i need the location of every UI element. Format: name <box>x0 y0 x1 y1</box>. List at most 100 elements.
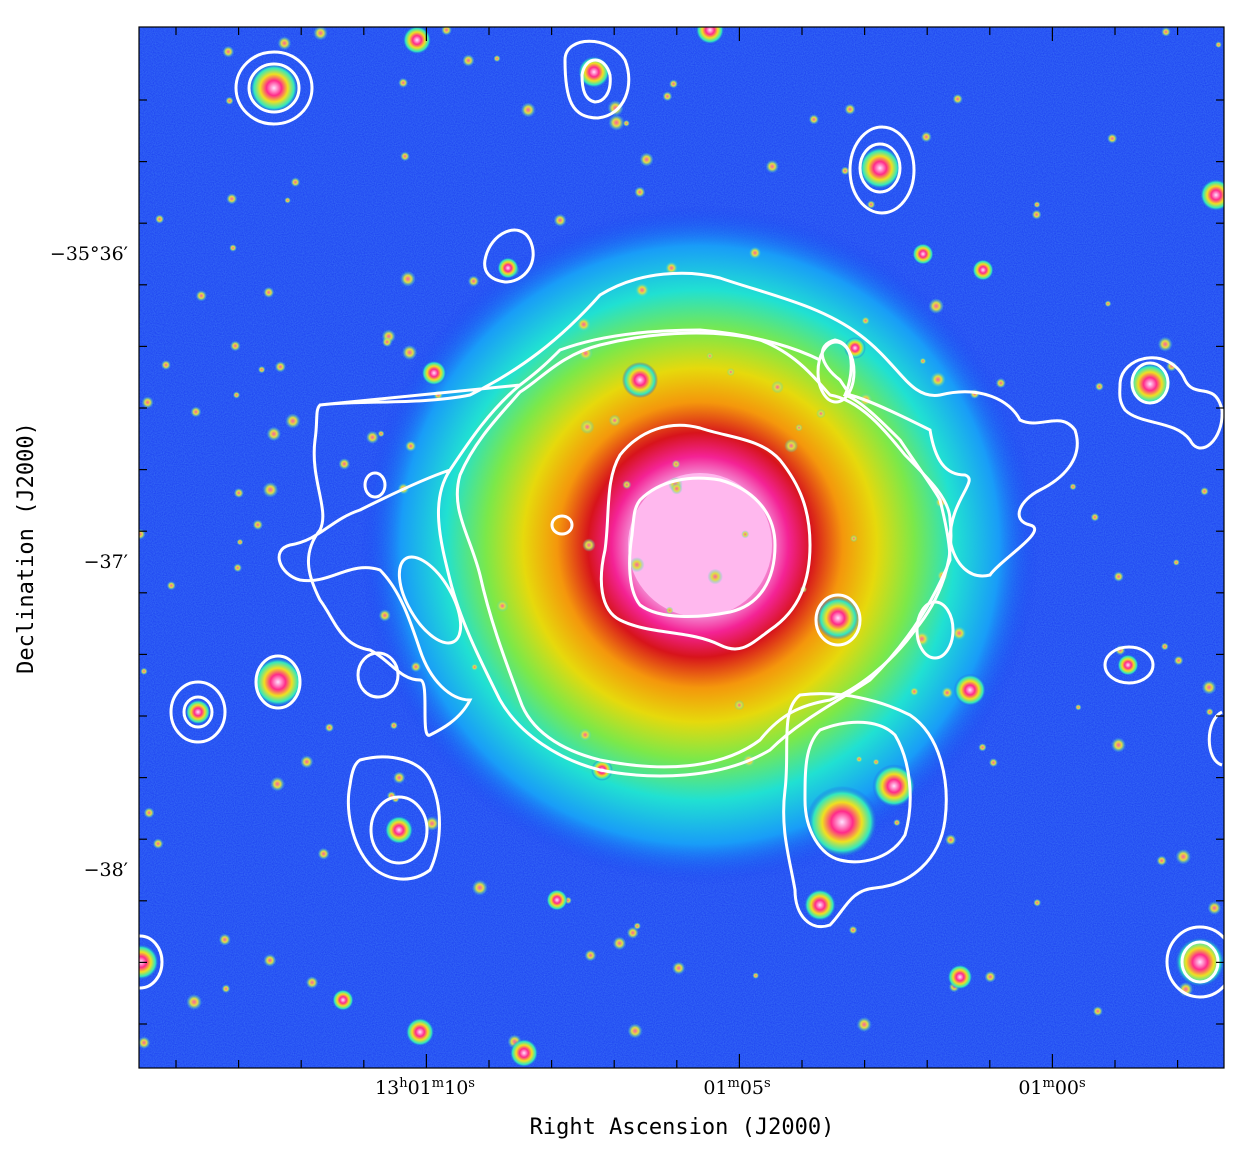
star-bright <box>972 259 994 281</box>
star-small <box>553 213 567 227</box>
star-small <box>313 27 328 41</box>
star-bright <box>1128 362 1172 406</box>
star-bright <box>953 673 987 707</box>
star-small <box>1201 680 1217 695</box>
y-tick-label-2: −37′ <box>84 551 128 573</box>
star-small <box>1172 559 1180 566</box>
star-small <box>393 771 406 784</box>
galaxy-core <box>628 473 772 617</box>
star-small <box>232 391 241 399</box>
star-small <box>612 936 627 950</box>
star-small <box>1200 487 1209 496</box>
star-small <box>608 414 621 427</box>
star-small <box>378 609 391 622</box>
star-small <box>784 439 798 453</box>
star-bright <box>384 815 414 845</box>
contour-star-8a <box>1165 925 1224 999</box>
star-small <box>1107 133 1118 144</box>
star-small <box>338 458 351 470</box>
star-small <box>284 197 291 204</box>
star-bright <box>947 964 973 990</box>
star-small <box>669 79 678 89</box>
contour-star-10 <box>139 934 164 990</box>
star-small <box>226 193 238 205</box>
star-small <box>840 166 850 176</box>
star-small <box>441 27 452 36</box>
star-small <box>1215 41 1222 48</box>
star-small <box>233 563 242 573</box>
star-small <box>1156 855 1167 866</box>
star-small <box>236 538 244 546</box>
star-small <box>305 976 319 989</box>
star-small <box>398 77 409 88</box>
contour-star-6 <box>254 654 302 710</box>
star-small <box>1175 849 1192 865</box>
star-bright <box>509 1038 539 1068</box>
star-small <box>919 357 927 365</box>
star-small <box>1033 898 1042 907</box>
star-small <box>1092 1006 1103 1017</box>
star-small <box>266 426 281 442</box>
star-small <box>872 758 880 766</box>
star-small <box>377 430 385 438</box>
contour-star-3a <box>848 125 916 215</box>
star-bright <box>803 888 837 922</box>
star-small <box>405 440 417 452</box>
star-small <box>221 984 231 993</box>
contour-star-7 <box>1103 645 1155 685</box>
star-small <box>978 743 987 752</box>
star-small <box>218 933 231 946</box>
star-small <box>402 344 418 361</box>
x-tick-label-1: 13h01m10s <box>375 1076 475 1100</box>
star-small <box>633 922 641 930</box>
star-bright <box>252 656 304 708</box>
star-small <box>930 371 946 388</box>
contour-star-3b <box>858 142 902 194</box>
y-tick-label-1: −35°36′ <box>50 243 128 265</box>
star-small <box>765 159 779 174</box>
star-bright <box>402 27 432 55</box>
star-small <box>584 949 597 962</box>
x-axis-title: Right Ascension (J2000) <box>530 1115 835 1140</box>
star-small <box>622 480 632 490</box>
star-small <box>1157 336 1173 352</box>
star-small <box>856 1017 872 1032</box>
contour-lobe-sw <box>346 755 441 881</box>
star-small <box>608 114 625 131</box>
contour-star-4b <box>1130 361 1170 405</box>
star-small <box>389 721 398 730</box>
contour-star-5a <box>169 680 227 744</box>
star-small <box>471 663 479 671</box>
star-small <box>726 368 735 376</box>
star-small <box>263 954 277 967</box>
star-small <box>920 131 932 143</box>
star-small <box>186 994 203 1010</box>
star-small <box>270 776 285 792</box>
star-small <box>471 879 488 896</box>
star-small <box>928 298 944 314</box>
star-small <box>1095 382 1104 391</box>
star-small <box>143 807 155 819</box>
star-bright <box>872 764 916 808</box>
star-bright <box>912 243 934 265</box>
star-small <box>262 482 279 498</box>
star-bright <box>497 257 519 279</box>
star-small <box>816 409 826 419</box>
star-small <box>580 419 595 434</box>
star-small <box>1205 708 1214 716</box>
contour-star-2b <box>580 58 612 104</box>
star-small <box>493 55 501 62</box>
star-small <box>855 755 863 763</box>
star-small <box>627 1023 643 1039</box>
star-small <box>317 847 330 860</box>
contour-blob-2 <box>356 651 400 699</box>
contour-blob-1 <box>397 555 463 645</box>
star-small <box>952 93 963 105</box>
star-bright <box>248 62 300 114</box>
star-small <box>670 482 683 495</box>
contour-star-4a <box>1118 356 1224 450</box>
star-small <box>749 246 761 259</box>
star-small <box>324 723 334 733</box>
star-small <box>634 186 646 198</box>
